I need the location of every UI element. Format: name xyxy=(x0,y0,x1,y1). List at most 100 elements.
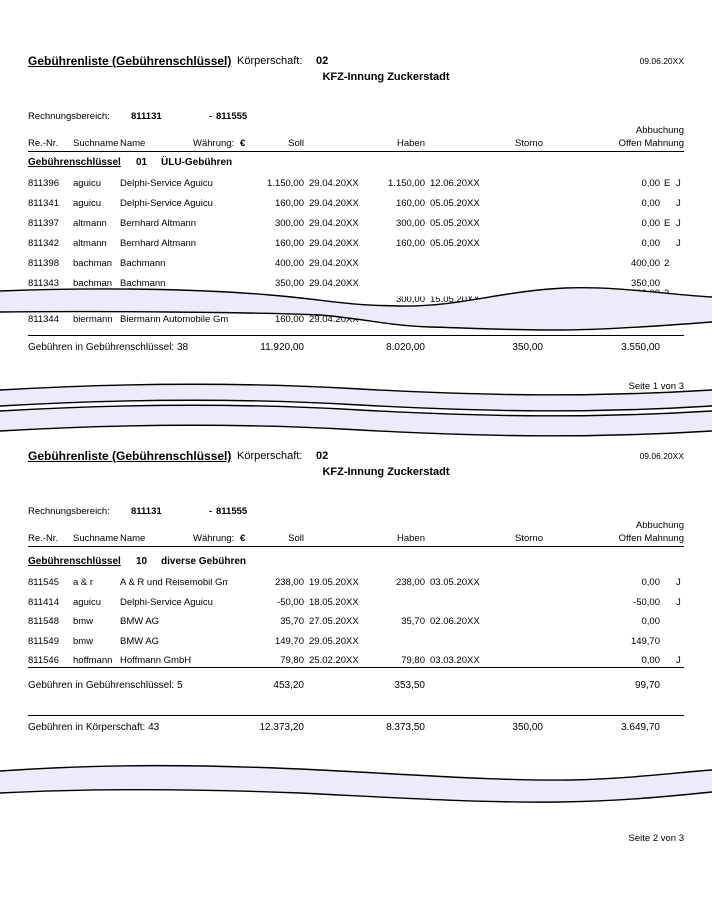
cell-offen: -50,00 xyxy=(633,596,660,608)
cell-mahnung-1: E xyxy=(664,178,671,189)
page2-header: Gebührenliste (Gebührenschlüssel) Körper… xyxy=(0,444,712,554)
range-to: 811555 xyxy=(216,506,248,517)
cell-haben: 300,00 xyxy=(395,218,425,229)
cell-offen: 0,00 xyxy=(641,238,661,249)
cell-name: Delphi-Service Aguicu xyxy=(120,198,213,209)
section-label: Gebührenschlüssel xyxy=(28,556,121,567)
page2-section-header: Gebührenschlüssel 10 diverse Gebühren xyxy=(0,556,712,570)
cell-name: Biermann Automobile Gmb xyxy=(120,314,228,325)
cell-haben: 160,00 xyxy=(395,238,425,249)
cell-suchname: bachman xyxy=(73,278,113,289)
cell-soll: 35,70 xyxy=(280,616,304,627)
cell-offen: 0,00 xyxy=(641,198,661,209)
cell-haben-date: 12.06.20XX xyxy=(430,178,480,189)
cell-soll-date: 29.05.20XX xyxy=(309,635,359,647)
cell-suchname: altmann xyxy=(73,238,107,249)
cell-name: Bernhard Altmann xyxy=(120,218,197,229)
cell-re-nr: 811545 xyxy=(28,577,59,588)
cell-offen: 400,00 xyxy=(630,258,660,269)
cell-haben: 35,70 xyxy=(401,616,425,627)
cell-re-nr: 811397 xyxy=(28,218,59,229)
cell-re-nr: 811546 xyxy=(28,655,59,666)
print-date: 09.06.20XX xyxy=(639,451,684,461)
cell-haben: 79,80 xyxy=(401,655,425,666)
range-from: 811131 xyxy=(131,111,162,122)
cell-suchname: altmann xyxy=(73,218,107,229)
column-header-waehrung: Währung: xyxy=(193,138,235,149)
koerperschaft-label: Körperschaft: xyxy=(237,450,303,462)
section-name: ÜLU-Gebühren xyxy=(161,157,233,168)
table-row: 811342 altmann Bernhard Altmann 160,00 2… xyxy=(0,238,712,258)
totals-offen: 99,70 xyxy=(634,680,660,691)
cell-soll: 350,00 xyxy=(274,278,304,289)
page2-grand-totals-row: Gebühren in Körperschaft: 43 12.373,20 8… xyxy=(0,722,712,736)
section-label: Gebührenschlüssel xyxy=(28,157,121,168)
cell-suchname: bmw xyxy=(73,616,94,627)
koerperschaft-label: Körperschaft: xyxy=(237,55,303,67)
cell-haben-date: 05.05.20XX xyxy=(430,198,480,209)
range-to: 811555 xyxy=(216,111,248,122)
report-title: Gebührenliste (Gebührenschlüssel) xyxy=(28,449,232,463)
grand-totals-storno: 350,00 xyxy=(512,722,543,733)
cell-suchname: bachman xyxy=(73,258,113,269)
cell-name: Bernhard Altmann xyxy=(120,238,197,249)
column-header-re-nr: Re.-Nr. xyxy=(28,533,59,544)
column-header-re-nr: Re.-Nr. xyxy=(28,138,59,149)
cell-re-nr: 811396 xyxy=(28,178,59,189)
cell-re-nr: 811343 xyxy=(28,278,59,289)
cell-mahnung-2: J xyxy=(676,577,681,588)
totals-rule xyxy=(28,335,684,336)
table-row: 811398 bachman Bachmann 400,00 29.04.20X… xyxy=(0,258,712,278)
column-header-suchname: Suchname xyxy=(73,533,119,544)
cell-name: Bachmann xyxy=(120,258,166,269)
cell-soll-date: 29.04.20XX xyxy=(309,198,359,209)
cell-mahnung-1: E xyxy=(664,218,671,229)
column-header-offen-mahnung: Offen Mahnung xyxy=(618,138,684,149)
cell-name: Delphi-Service Aguicu xyxy=(120,596,213,608)
cell-soll: 400,00 xyxy=(274,258,304,269)
cell-suchname: bmw xyxy=(73,635,94,647)
koerperschaft-value: 02 xyxy=(316,55,329,67)
column-header-storno: Storno xyxy=(515,138,543,149)
table-row: 811341 aguicu Delphi-Service Aguicu 160,… xyxy=(0,198,712,218)
cell-offen: 0,00 xyxy=(641,616,661,627)
cell-suchname: biermann xyxy=(73,314,113,325)
table-row: 811545 a & r A & R und Reisemobil Gmb 23… xyxy=(0,577,712,597)
cell-haben-date: 05.05.20XX xyxy=(430,238,480,249)
cell-mahnung-2: J xyxy=(676,596,681,608)
section-name: diverse Gebühren xyxy=(161,556,247,567)
cell-mahnung-2: J xyxy=(676,218,681,229)
column-header-waehrung: Währung: xyxy=(193,533,235,544)
table-row: 811549 bmw BMW AG 149,70 29.05.20XX 149,… xyxy=(0,636,712,656)
cell-re-nr: 811549 xyxy=(28,635,59,647)
totals-offen: 3.550,00 xyxy=(621,342,660,353)
column-header-abbuchung: Abbuchung xyxy=(635,125,684,136)
print-date: 09.06.20XX xyxy=(639,56,684,66)
totals-label: Gebühren in Gebührenschlüssel: 5 xyxy=(28,680,183,691)
totals-soll: 11.920,00 xyxy=(260,342,304,353)
column-header-haben: Haben xyxy=(397,533,425,544)
cell-mahnung-2: J xyxy=(676,238,681,249)
cell-soll: 238,00 xyxy=(274,577,304,588)
cell-soll: -50,00 xyxy=(277,596,304,608)
cell-re-nr: 811548 xyxy=(28,616,59,627)
cell-suchname: aguicu xyxy=(73,178,101,189)
torn-band-page-break xyxy=(0,383,712,437)
cell-re-nr: 811344 xyxy=(28,314,59,325)
cell-mahnung-2: J xyxy=(676,655,681,666)
column-header-soll: Soll xyxy=(288,533,304,544)
torn-row-haben-date: 15.05.20XX xyxy=(430,294,480,306)
cell-offen: 350,00 xyxy=(630,278,660,289)
cell-mahnung-2: J xyxy=(676,198,681,209)
cell-haben: 1.150,00 xyxy=(388,178,425,189)
table-row: 811397 altmann Bernhard Altmann 300,00 2… xyxy=(0,218,712,238)
cell-offen: 149,70 xyxy=(630,635,660,647)
totals-soll: 453,20 xyxy=(273,680,304,691)
page1-header: Gebührenliste (Gebührenschlüssel) Körper… xyxy=(0,49,712,159)
cell-name: Delphi-Service Aguicu xyxy=(120,178,213,189)
cell-soll-date: 29.04.20XX xyxy=(309,238,359,249)
cell-offen: 0,00 xyxy=(641,577,661,588)
torn-band-mid-table xyxy=(0,287,712,331)
grand-totals-offen: 3.649,70 xyxy=(621,722,660,733)
